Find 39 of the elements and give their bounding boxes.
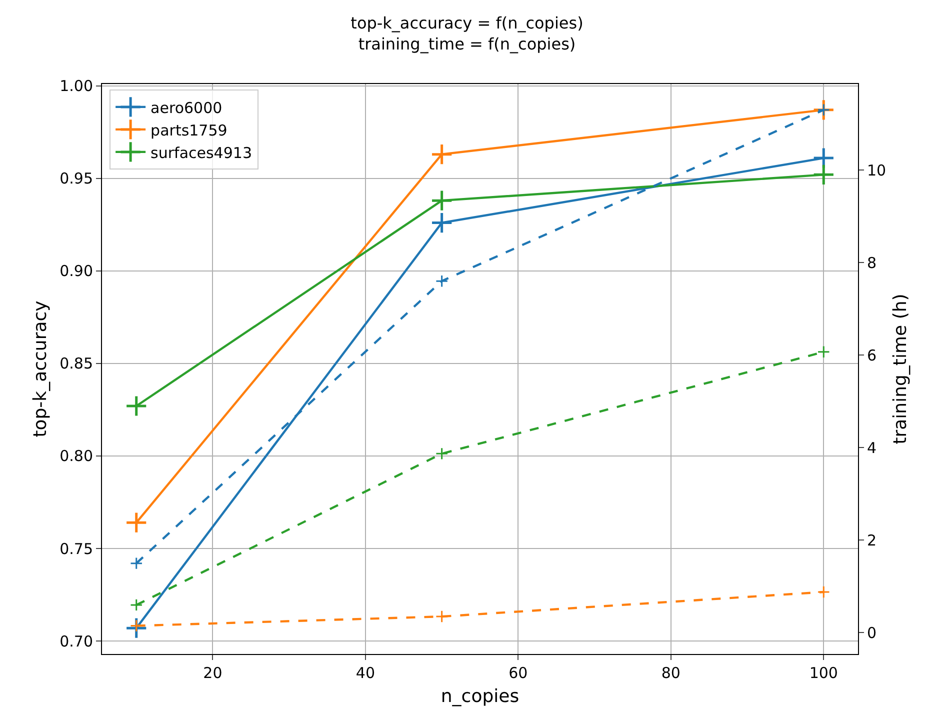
point [817,346,830,358]
chart-title: top-k_accuracy = f(n_copies) training_time = f(n_copies) [350,14,584,54]
legend-label: parts1759 [150,121,228,140]
y2-tick-label: 4 [867,438,877,457]
x-tick-label: 40 [356,664,375,682]
y2-tick-label: 0 [867,624,877,642]
point [435,274,448,288]
y2-tick-label: 6 [867,346,877,364]
y2-tick-label: 10 [867,161,886,180]
point [430,190,453,212]
point [817,586,830,598]
y2-tick-label: 8 [867,254,877,272]
point [430,143,453,166]
x-tick-label: 20 [203,664,222,682]
x-tick-label: 60 [508,664,528,682]
point [430,212,453,234]
y2-tick-label: 2 [867,531,877,550]
y-tick-label: 0.70 [60,632,93,650]
point [130,598,143,612]
point [817,104,830,116]
point [125,512,148,534]
point [130,556,143,570]
point [435,447,448,460]
legend-label: aero6000 [150,98,222,117]
y-tick-label: 0.85 [60,354,93,373]
y-tick-label: 0.75 [60,540,93,558]
x-axis-title: n_copies [440,686,520,708]
point [812,164,835,186]
y-tick-label: 1.00 [60,77,93,96]
x-tick-label: 100 [809,664,838,682]
legend-label: surfaces4913 [150,144,252,162]
x-tick-label: 80 [661,664,680,682]
point [435,610,448,623]
y-axis-title: top-k_accuracy [30,300,51,438]
y-tick-label: 0.90 [60,262,93,280]
y-tick-label: 0.80 [60,447,93,466]
point [125,394,148,418]
y-tick-label: 0.95 [60,170,93,188]
y2-axis-title: training_time (h) [890,294,912,444]
